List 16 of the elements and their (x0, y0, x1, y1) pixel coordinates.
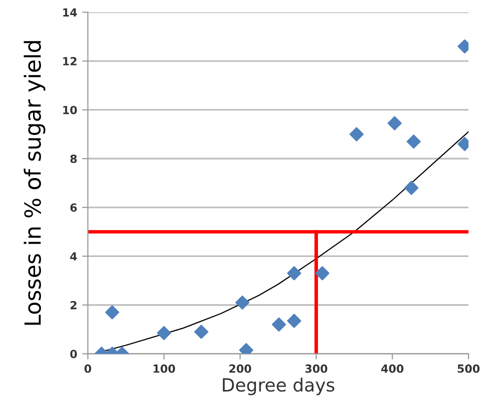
x-tick-label: 100 (154, 364, 176, 373)
y-tick-label: 6 (70, 203, 77, 212)
y-tick-label: 2 (70, 300, 76, 310)
y-axis-title: Losses in % of sugar yield (24, 41, 46, 325)
x-tick-label: 400 (381, 364, 404, 373)
x-tick-label: 300 (305, 364, 328, 373)
y-tick-label: 0 (70, 350, 77, 358)
y-tick-label: 4 (70, 252, 77, 260)
x-tick-label: 0 (84, 364, 92, 373)
y-tick-label: 10 (63, 106, 77, 114)
y-tick-label: 14 (63, 8, 77, 16)
y-tick-label: 8 (70, 154, 77, 164)
x-tick-label: 200 (229, 364, 252, 373)
x-axis-title: Degree days (222, 378, 334, 396)
y-tick-label: 12 (63, 57, 76, 66)
x-tick-label: 500 (458, 364, 480, 373)
